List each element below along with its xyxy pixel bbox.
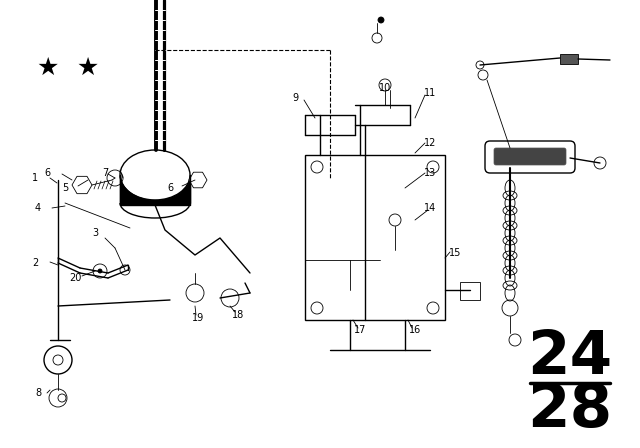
Bar [460,282,480,300]
Text: 18: 18 [232,310,244,320]
Text: 5: 5 [62,183,68,193]
Text: 9: 9 [292,93,298,103]
Text: 6: 6 [44,168,50,178]
FancyBboxPatch shape [485,141,575,173]
Text: ★  ★: ★ ★ [37,56,99,80]
Text: 3: 3 [92,228,98,238]
Text: 14: 14 [424,203,436,213]
Bar [305,155,445,320]
Text: 19: 19 [192,313,204,323]
Text: 11: 11 [424,88,436,98]
Text: 17: 17 [354,325,366,335]
Text: 10: 10 [379,83,391,93]
Text: 20: 20 [69,273,81,283]
Bar [560,54,578,64]
Text: 2: 2 [32,258,38,268]
Text: 4: 4 [35,203,41,213]
Text: 12: 12 [424,138,436,148]
Text: 1: 1 [32,173,38,183]
Text: 13: 13 [424,168,436,178]
Circle shape [98,269,102,273]
Text: 6: 6 [167,183,173,193]
Text: 16: 16 [409,325,421,335]
FancyBboxPatch shape [494,148,566,165]
Text: 8: 8 [35,388,41,398]
Text: 28: 28 [527,380,612,439]
Text: 24: 24 [527,328,612,388]
Circle shape [378,17,384,23]
Text: 15: 15 [449,248,461,258]
Text: 7: 7 [102,168,108,178]
